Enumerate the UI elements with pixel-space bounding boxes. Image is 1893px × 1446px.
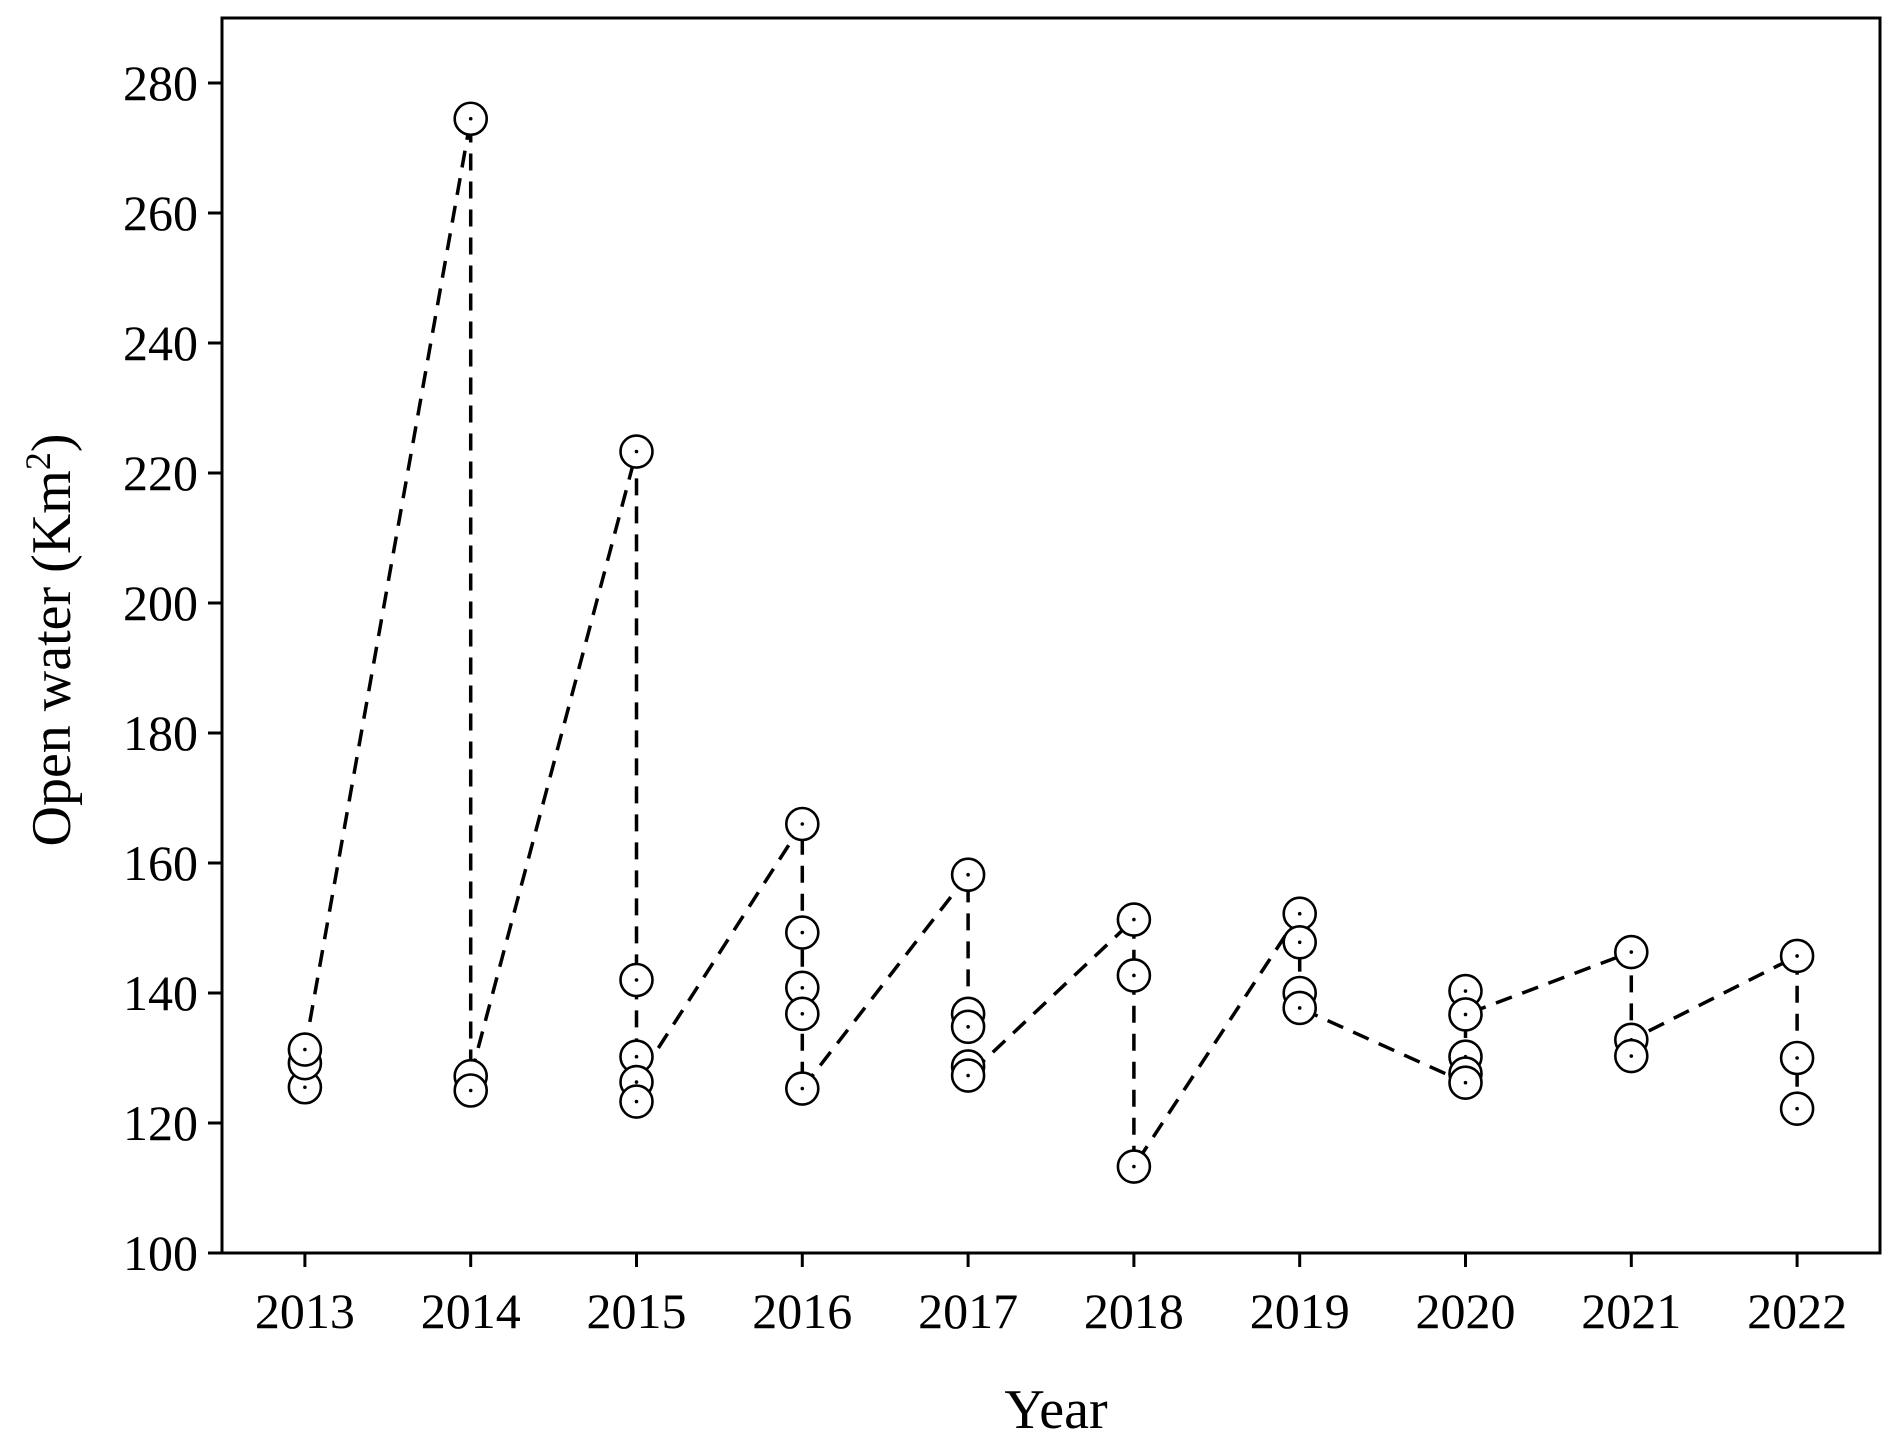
data-point-center <box>1795 1056 1799 1060</box>
data-point-center <box>966 1073 970 1078</box>
y-tick-label: 200 <box>123 575 198 631</box>
x-tick-label: 2018 <box>1084 1283 1184 1339</box>
data-point <box>1116 1149 1152 1184</box>
data-point-center <box>1463 1080 1468 1085</box>
data-point-center <box>800 1012 805 1016</box>
y-axis-label-suffix: ) <box>21 434 83 453</box>
data-point-center <box>634 1054 639 1059</box>
plot-area <box>220 16 1882 1255</box>
data-point-center <box>1795 954 1799 958</box>
data-point <box>1116 902 1152 937</box>
x-tick-label: 2016 <box>752 1283 852 1339</box>
y-axis: 100 120 140 160 180 200 220 240 260 280 <box>123 55 222 1281</box>
data-point-center <box>1629 950 1634 954</box>
data-point-center <box>800 986 805 990</box>
y-tick-label: 220 <box>123 445 198 501</box>
data-point <box>784 915 820 950</box>
data-point-center <box>303 1085 307 1090</box>
data-point <box>1282 896 1317 932</box>
data-point-center <box>1132 973 1136 978</box>
data-point-center <box>800 822 805 826</box>
data-point-center <box>800 1086 805 1091</box>
series-line-group <box>303 118 1799 1173</box>
data-point-center <box>634 1099 639 1104</box>
data-point-center <box>1297 911 1302 916</box>
y-axis-label-sup: 2 <box>18 452 58 470</box>
y-tick-label: 120 <box>123 1095 198 1151</box>
data-point-center <box>1132 1164 1136 1169</box>
data-point <box>619 434 654 469</box>
data-point <box>1448 997 1483 1032</box>
x-tick-label: 2020 <box>1416 1283 1516 1339</box>
x-axis: 2013 2014 2015 2016 2017 2018 2019 2020 2021 2022 <box>255 1253 1847 1339</box>
x-tick-label: 2021 <box>1581 1283 1681 1339</box>
data-point <box>784 1071 820 1106</box>
data-point-center <box>800 930 805 935</box>
data-point-center <box>634 978 639 982</box>
data-point <box>1779 1040 1815 1076</box>
data-point <box>453 101 489 137</box>
x-tick-label: 2015 <box>587 1283 687 1339</box>
x-tick-label: 2014 <box>421 1283 521 1339</box>
y-axis-label-main: Open water (Km <box>21 470 83 846</box>
data-point <box>1614 1038 1649 1074</box>
data-point-center <box>1463 989 1468 993</box>
data-points <box>287 101 1815 1184</box>
y-tick-label: 260 <box>123 185 198 241</box>
data-point-center <box>1795 1106 1799 1111</box>
data-point <box>784 806 820 842</box>
y-tick-label: 280 <box>123 55 198 111</box>
data-point-center <box>1297 940 1302 945</box>
x-tick-label: 2017 <box>918 1283 1018 1339</box>
data-point-center <box>966 872 970 877</box>
y-axis-label: Open water (Km2) <box>18 434 83 847</box>
x-tick-label: 2019 <box>1250 1283 1350 1339</box>
data-point <box>287 1032 323 1067</box>
data-point-center <box>1463 1012 1468 1017</box>
data-point <box>1448 1065 1483 1100</box>
x-axis-label: Year <box>1004 1379 1108 1441</box>
y-tick-label: 240 <box>123 315 198 371</box>
data-point <box>950 1058 986 1093</box>
data-point <box>784 996 820 1032</box>
series-line <box>303 118 1799 1173</box>
data-point-center <box>468 116 473 121</box>
y-tick-label: 100 <box>123 1225 198 1281</box>
data-point <box>453 1073 489 1108</box>
data-point <box>1116 958 1152 993</box>
data-point-center <box>303 1047 307 1052</box>
data-point-center <box>634 449 639 454</box>
data-point <box>619 962 654 998</box>
data-point <box>1614 934 1649 970</box>
data-point-center <box>634 1080 639 1084</box>
x-tick-label: 2013 <box>255 1283 355 1339</box>
data-point-center <box>966 1025 970 1029</box>
data-point-center <box>1629 1054 1634 1058</box>
y-tick-label: 180 <box>123 705 198 761</box>
data-point <box>1779 938 1815 974</box>
data-point <box>1779 1091 1815 1126</box>
y-tick-label: 140 <box>123 965 198 1021</box>
data-point <box>1282 990 1317 1026</box>
data-point <box>950 1009 986 1045</box>
data-point-center <box>1132 917 1136 922</box>
data-point <box>1282 924 1317 960</box>
data-point <box>619 1084 654 1119</box>
data-point-center <box>468 1088 473 1093</box>
y-tick-label: 160 <box>123 835 198 891</box>
plot-frame <box>220 16 1882 1255</box>
data-point <box>950 857 986 893</box>
data-point-center <box>1297 1006 1302 1010</box>
x-tick-label: 2022 <box>1747 1283 1847 1339</box>
